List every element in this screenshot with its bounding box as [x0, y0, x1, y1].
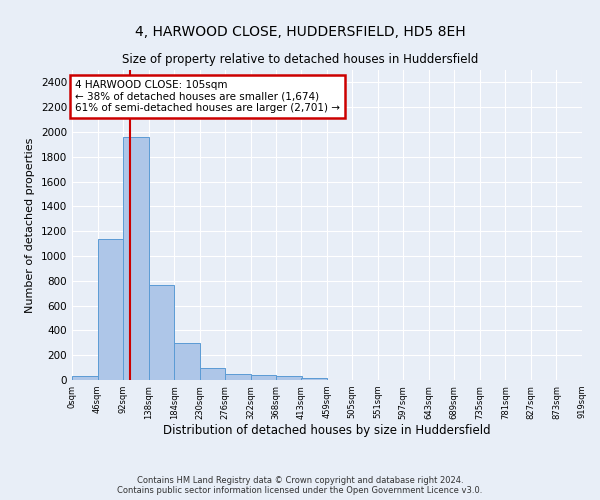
Bar [276, 376, 302, 380]
Text: 4 HARWOOD CLOSE: 105sqm
← 38% of detached houses are smaller (1,674)
61% of semi: 4 HARWOOD CLOSE: 105sqm ← 38% of detache… [75, 80, 340, 113]
Bar [251, 375, 276, 380]
Y-axis label: Number of detached properties: Number of detached properties [25, 138, 35, 312]
Bar [301, 378, 327, 380]
Bar [123, 137, 149, 380]
Bar [174, 343, 200, 380]
Bar [149, 284, 174, 380]
Text: 4, HARWOOD CLOSE, HUDDERSFIELD, HD5 8EH: 4, HARWOOD CLOSE, HUDDERSFIELD, HD5 8EH [134, 25, 466, 39]
Bar [98, 240, 123, 380]
X-axis label: Distribution of detached houses by size in Huddersfield: Distribution of detached houses by size … [163, 424, 491, 438]
Text: Contains HM Land Registry data © Crown copyright and database right 2024.
Contai: Contains HM Land Registry data © Crown c… [118, 476, 482, 495]
Bar [225, 374, 251, 380]
Text: Size of property relative to detached houses in Huddersfield: Size of property relative to detached ho… [122, 52, 478, 66]
Bar [200, 368, 225, 380]
Bar [72, 376, 98, 380]
